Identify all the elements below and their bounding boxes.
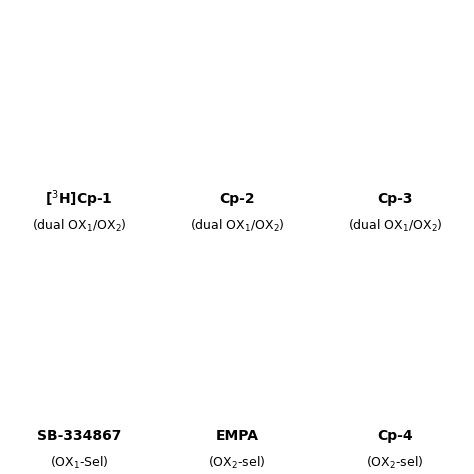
Text: SB-334867: SB-334867	[37, 429, 121, 444]
Text: (dual OX$_1$/OX$_2$): (dual OX$_1$/OX$_2$)	[190, 218, 284, 234]
Text: (OX$_1$-Sel): (OX$_1$-Sel)	[50, 455, 109, 471]
Text: (OX$_2$-sel): (OX$_2$-sel)	[366, 455, 424, 471]
Text: [$^{3}$H]Cp-1: [$^{3}$H]Cp-1	[45, 189, 113, 210]
Text: EMPA: EMPA	[216, 429, 258, 444]
Text: Cp-4: Cp-4	[377, 429, 413, 444]
Text: Cp-3: Cp-3	[377, 192, 413, 207]
Text: (dual OX$_1$/OX$_2$): (dual OX$_1$/OX$_2$)	[347, 218, 442, 234]
Text: Cp-2: Cp-2	[219, 192, 255, 207]
Text: (dual OX$_1$/OX$_2$): (dual OX$_1$/OX$_2$)	[32, 218, 127, 234]
Text: (OX$_2$-sel): (OX$_2$-sel)	[209, 455, 265, 471]
